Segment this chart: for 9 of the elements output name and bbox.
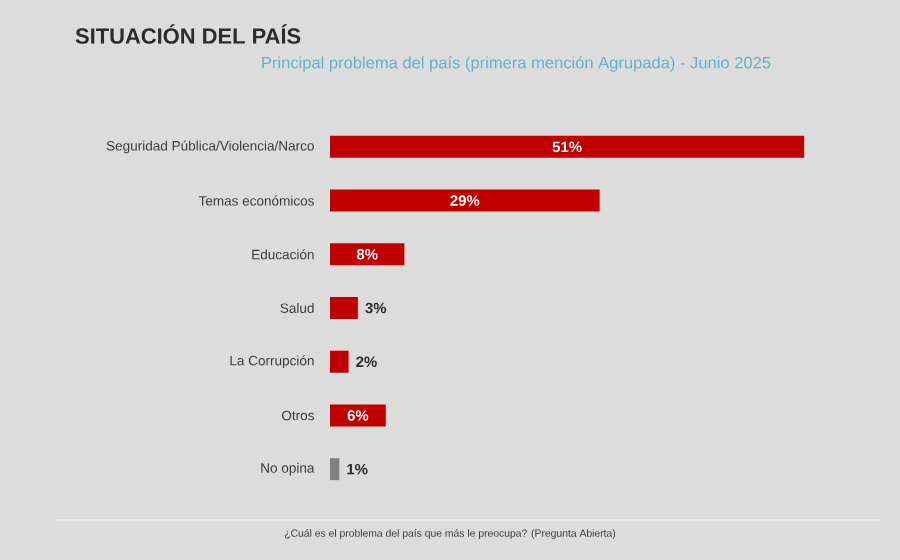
chart-title: SITUACIÓN DEL PAÍS: [75, 24, 301, 44]
chart-subtitle: Principal problema del país (primera mención Agrupada) - Junio 2025: [262, 56, 771, 72]
bar: [330, 135, 805, 158]
bar: [330, 350, 349, 373]
bar: [330, 458, 340, 481]
bar: [330, 243, 405, 266]
bar: [330, 404, 386, 427]
bar: [330, 189, 600, 212]
bar: [330, 297, 358, 319]
